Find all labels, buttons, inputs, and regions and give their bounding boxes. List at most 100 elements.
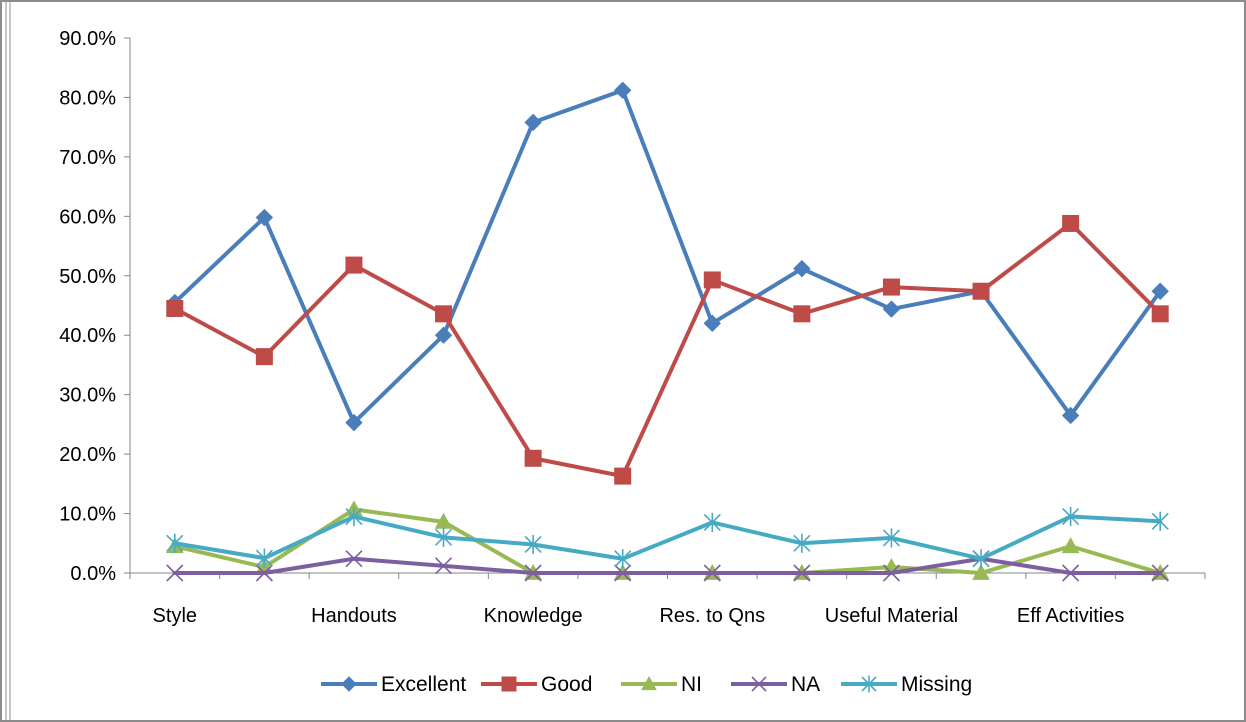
y-tick-label: 80.0% bbox=[59, 87, 116, 109]
data-point-excellent bbox=[524, 113, 542, 132]
legend-label-good: Good bbox=[541, 673, 592, 696]
data-point-na-stroke bbox=[255, 564, 273, 582]
data-point-na-stroke bbox=[882, 564, 901, 582]
data-point-good bbox=[1062, 214, 1080, 232]
legend-label-missing: Missing bbox=[901, 673, 972, 696]
data-point-good bbox=[435, 305, 453, 323]
y-tick-label: 40.0% bbox=[59, 325, 116, 347]
x-tick-label: Style bbox=[153, 605, 197, 627]
data-point-missing bbox=[972, 549, 990, 569]
data-point-excellent bbox=[703, 314, 721, 333]
legend-item-na: NA bbox=[731, 673, 820, 696]
data-point-excellent bbox=[345, 413, 363, 432]
y-tick-label: 70.0% bbox=[59, 147, 116, 169]
data-point-na-stroke bbox=[524, 564, 542, 582]
data-point-na-stroke bbox=[793, 564, 811, 582]
data-point-ni bbox=[972, 563, 990, 580]
y-tick-label: 10.0% bbox=[59, 504, 116, 526]
data-point-na-stroke bbox=[614, 564, 632, 582]
legend-item-ni: NI bbox=[621, 673, 702, 696]
series-line-good bbox=[172, 221, 1163, 479]
data-point-good bbox=[703, 271, 721, 289]
legend-marker-excellent bbox=[341, 676, 357, 692]
legend-label-excellent: Excellent bbox=[381, 673, 466, 696]
data-point-na-stroke bbox=[166, 564, 184, 582]
series-good bbox=[166, 214, 1169, 485]
y-tick-label: 90.0% bbox=[59, 28, 116, 50]
data-point-na bbox=[882, 564, 901, 582]
data-point-na bbox=[434, 557, 453, 575]
data-point-good bbox=[972, 282, 990, 300]
data-point-na bbox=[703, 564, 721, 582]
y-tick-label: 20.0% bbox=[59, 444, 116, 466]
series-missing bbox=[166, 506, 1169, 569]
data-point-good bbox=[166, 299, 184, 317]
series-line-na bbox=[172, 556, 1163, 575]
y-tick-label: 50.0% bbox=[59, 266, 116, 288]
legend-item-good: Good bbox=[481, 673, 592, 696]
axes-group: 0.0% 10.0% 20.0% 30.0% 40.0% 50.0% 60.0% 70.0% 8… bbox=[59, 28, 1206, 627]
data-point-good bbox=[1151, 305, 1169, 323]
data-point-excellent bbox=[882, 300, 901, 318]
data-point-na-stroke bbox=[1062, 564, 1080, 582]
data-point-missing bbox=[1062, 506, 1080, 527]
legend-marker-na-stroke bbox=[751, 676, 767, 692]
data-point-missing bbox=[703, 512, 721, 533]
data-point-missing bbox=[434, 527, 453, 547]
data-point-na bbox=[345, 550, 363, 568]
x-tick-label: Eff Activities bbox=[1017, 605, 1124, 627]
x-tick-label: Res. to Qns bbox=[659, 605, 765, 627]
data-point-excellent bbox=[614, 81, 632, 100]
data-point-ni bbox=[1061, 537, 1080, 554]
series-line-excellent bbox=[172, 88, 1163, 425]
data-point-missing bbox=[345, 506, 363, 527]
x-tick-label: Handouts bbox=[311, 605, 397, 627]
y-tick-label: 30.0% bbox=[59, 385, 116, 407]
data-point-na-stroke bbox=[434, 557, 453, 575]
data-point-good bbox=[882, 278, 900, 296]
series-excellent bbox=[166, 81, 1169, 432]
series-group bbox=[165, 81, 1170, 582]
data-point-na-stroke bbox=[703, 564, 721, 582]
data-point-missing bbox=[882, 528, 901, 548]
data-point-excellent bbox=[1061, 406, 1080, 425]
data-point-na-stroke bbox=[345, 550, 363, 568]
legend-item-excellent: Excellent bbox=[321, 673, 466, 696]
legend-label-na: NA bbox=[791, 673, 820, 696]
data-point-missing bbox=[793, 533, 811, 553]
y-tick-label: 0.0% bbox=[70, 563, 116, 585]
data-point-excellent bbox=[793, 259, 811, 278]
data-point-excellent bbox=[434, 326, 453, 344]
data-point-na bbox=[614, 564, 632, 582]
data-point-good bbox=[255, 348, 273, 366]
legend: Excellent Good NI NA Missing bbox=[321, 673, 972, 696]
legend-marker-good bbox=[501, 676, 517, 692]
data-point-missing bbox=[524, 534, 542, 555]
data-point-good bbox=[345, 256, 363, 274]
legend-marker-na bbox=[751, 676, 767, 692]
y-tick-label: 60.0% bbox=[59, 206, 116, 228]
data-point-na bbox=[1151, 564, 1169, 582]
data-point-na bbox=[166, 564, 184, 582]
data-point-excellent bbox=[255, 208, 274, 227]
data-point-na bbox=[793, 564, 811, 582]
series-line-missing bbox=[172, 514, 1163, 561]
data-point-missing bbox=[614, 549, 632, 569]
data-point-missing bbox=[255, 548, 273, 568]
legend-marker-missing bbox=[861, 675, 877, 693]
data-point-na bbox=[524, 564, 542, 582]
data-point-excellent bbox=[1151, 282, 1169, 300]
data-point-na-stroke bbox=[1151, 564, 1169, 582]
legend-item-missing: Missing bbox=[841, 673, 972, 696]
data-point-missing bbox=[1151, 511, 1169, 531]
data-point-missing bbox=[166, 533, 184, 553]
x-tick-label: Knowledge bbox=[484, 605, 583, 627]
data-point-na bbox=[1062, 564, 1080, 582]
data-point-good bbox=[614, 467, 632, 485]
x-tick-label: Useful Material bbox=[825, 605, 958, 627]
data-point-good bbox=[524, 449, 542, 467]
legend-label-ni: NI bbox=[681, 673, 702, 696]
legend-marker-ni bbox=[641, 675, 657, 691]
